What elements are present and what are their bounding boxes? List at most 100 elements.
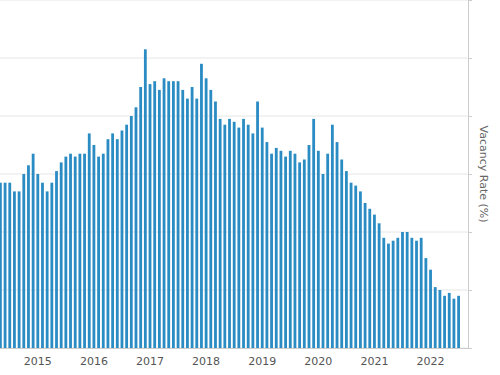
bar bbox=[457, 296, 460, 348]
bar bbox=[270, 154, 273, 348]
bar bbox=[434, 287, 437, 348]
bar bbox=[294, 154, 297, 348]
bar bbox=[0, 183, 2, 348]
grid-line bbox=[0, 116, 468, 117]
bar bbox=[284, 157, 287, 348]
bar bbox=[312, 119, 315, 348]
bars bbox=[0, 49, 460, 348]
chart: 20152016201720182019202020212022Vacancy … bbox=[0, 0, 500, 375]
y-tick-mark bbox=[468, 174, 472, 175]
bar bbox=[88, 133, 91, 348]
bar bbox=[93, 145, 96, 348]
bar bbox=[242, 119, 245, 348]
bar bbox=[219, 119, 222, 348]
bar bbox=[237, 128, 240, 348]
x-tick: 2018 bbox=[192, 355, 220, 368]
y-axis-title: Vacancy Rate (%) bbox=[477, 126, 490, 223]
bar bbox=[364, 203, 367, 348]
bar bbox=[41, 183, 44, 348]
bar bbox=[340, 160, 343, 349]
bar bbox=[289, 151, 292, 348]
bar bbox=[429, 270, 432, 348]
bar bbox=[256, 102, 259, 349]
bar bbox=[392, 241, 395, 348]
y-tick bbox=[468, 0, 472, 1]
bar bbox=[308, 145, 311, 348]
bar bbox=[410, 238, 413, 348]
bar bbox=[144, 49, 147, 348]
bar bbox=[13, 191, 16, 348]
bar bbox=[247, 125, 250, 348]
y-tick bbox=[468, 348, 472, 349]
bar bbox=[233, 122, 236, 348]
bar bbox=[172, 81, 175, 348]
bar bbox=[116, 139, 119, 348]
bar bbox=[322, 174, 325, 348]
x-tick: 2020 bbox=[304, 355, 332, 368]
bar bbox=[50, 183, 53, 348]
x-axis-line bbox=[0, 348, 468, 349]
bar bbox=[359, 191, 362, 348]
bar bbox=[401, 232, 404, 348]
bar bbox=[64, 157, 67, 348]
bar bbox=[453, 299, 456, 348]
bar bbox=[83, 154, 86, 348]
y-tick-mark bbox=[468, 348, 472, 349]
bar bbox=[350, 183, 353, 348]
bar bbox=[135, 107, 138, 348]
bar bbox=[32, 154, 35, 348]
bar bbox=[382, 238, 385, 348]
bar bbox=[121, 131, 124, 349]
y-tick-mark bbox=[468, 290, 472, 291]
x-tick-label: 2020 bbox=[304, 355, 332, 368]
bar bbox=[373, 215, 376, 348]
bar bbox=[387, 244, 390, 348]
bar bbox=[420, 238, 423, 348]
bar bbox=[8, 183, 11, 348]
y-tick bbox=[468, 116, 472, 117]
bar bbox=[153, 81, 156, 348]
bar bbox=[298, 162, 301, 348]
bar bbox=[448, 293, 451, 348]
bar bbox=[331, 125, 334, 348]
y-tick-mark bbox=[468, 58, 472, 59]
bar bbox=[200, 64, 203, 348]
bar bbox=[326, 154, 329, 348]
bar bbox=[415, 241, 418, 348]
bar bbox=[438, 290, 441, 348]
bar bbox=[130, 116, 133, 348]
bar bbox=[251, 133, 254, 348]
y-tick bbox=[468, 58, 472, 59]
bar bbox=[69, 154, 72, 348]
x-tick: 2021 bbox=[360, 355, 388, 368]
x-tick-label: 2022 bbox=[417, 355, 445, 368]
y-axis bbox=[468, 1, 472, 349]
bar bbox=[261, 128, 264, 348]
y-tick-mark bbox=[468, 232, 472, 233]
y-tick bbox=[468, 232, 472, 233]
bar bbox=[317, 151, 320, 348]
bar bbox=[18, 191, 21, 348]
bar bbox=[228, 119, 231, 348]
bar bbox=[139, 87, 142, 348]
bar bbox=[275, 148, 278, 348]
bar bbox=[443, 296, 446, 348]
bar bbox=[424, 258, 427, 348]
bar bbox=[27, 165, 30, 348]
bar bbox=[158, 90, 161, 348]
x-tick-label: 2015 bbox=[24, 355, 52, 368]
bar bbox=[163, 78, 166, 348]
bar bbox=[214, 102, 217, 349]
bar bbox=[195, 99, 198, 348]
bar bbox=[266, 142, 269, 348]
bar bbox=[125, 125, 128, 348]
x-axis: 20152016201720182019202020212022 bbox=[0, 349, 468, 368]
bar bbox=[55, 171, 58, 348]
bar bbox=[303, 160, 306, 349]
x-tick: 2019 bbox=[248, 355, 276, 368]
bar bbox=[205, 78, 208, 348]
bar bbox=[186, 99, 189, 348]
bar bbox=[209, 90, 212, 348]
bar bbox=[336, 142, 339, 348]
y-tick-mark bbox=[468, 0, 472, 1]
